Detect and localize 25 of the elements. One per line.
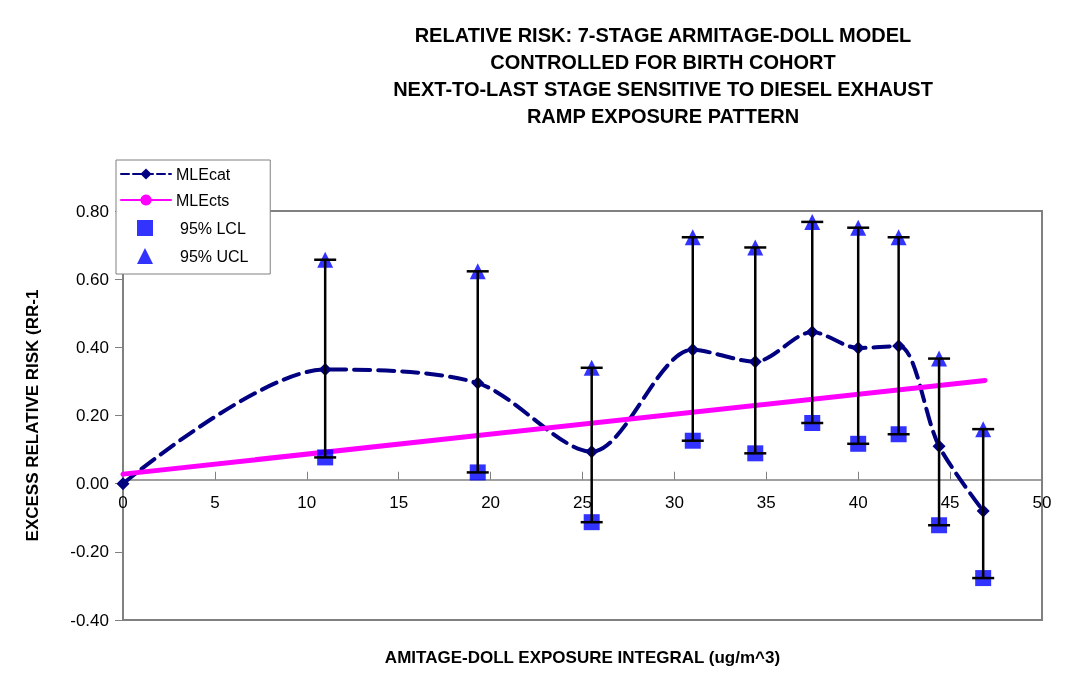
legend-label: 95% LCL	[180, 219, 246, 237]
point	[116, 477, 130, 491]
x-tick-label: 15	[389, 492, 409, 512]
y-tick-label: 0.40	[75, 337, 109, 357]
legend-label: MLEcat	[176, 165, 231, 183]
x-tick-label: 30	[664, 492, 684, 512]
x-tick-label: 0	[118, 492, 128, 512]
y-tick-label: 0.20	[75, 406, 109, 425]
legend-label: MLEcts	[176, 191, 230, 209]
x-tick-label: 50	[1032, 492, 1052, 512]
chart-title: RELATIVE RISK: 7-STAGE ARMITAGE-DOLL MODEL CONTROLLED FOR BIRTH COHORT NEXT-TO-LAST STAGE SENSITIVE TO DIESEL EXHAUST RAMP EXPOSURE PATTERN	[393, 23, 933, 127]
y-tick-label: 0.80	[75, 201, 109, 221]
x-axis-title: AMITAGE-DOLL EXPOSURE INTEGRAL (ug/m^3)	[384, 647, 781, 667]
x-tick-label: 40	[848, 492, 868, 512]
legend-label: 95% UCL	[180, 247, 249, 265]
x-tick-label: 35	[756, 492, 776, 512]
x-tick-label: 10	[297, 492, 317, 512]
x-tick-label: 45	[940, 492, 960, 512]
y-tick-label: 0.00	[75, 474, 109, 494]
y-axis-title: EXCESS RELATIVE RISK (RR-1	[23, 289, 42, 542]
x-tick-label: 20	[481, 492, 501, 512]
y-tick-label: 0.60	[75, 269, 109, 289]
y-tick-label: -0.20	[70, 542, 109, 562]
x-tick-label: 5	[210, 492, 220, 512]
y-tick-label: -0.40	[70, 610, 109, 630]
